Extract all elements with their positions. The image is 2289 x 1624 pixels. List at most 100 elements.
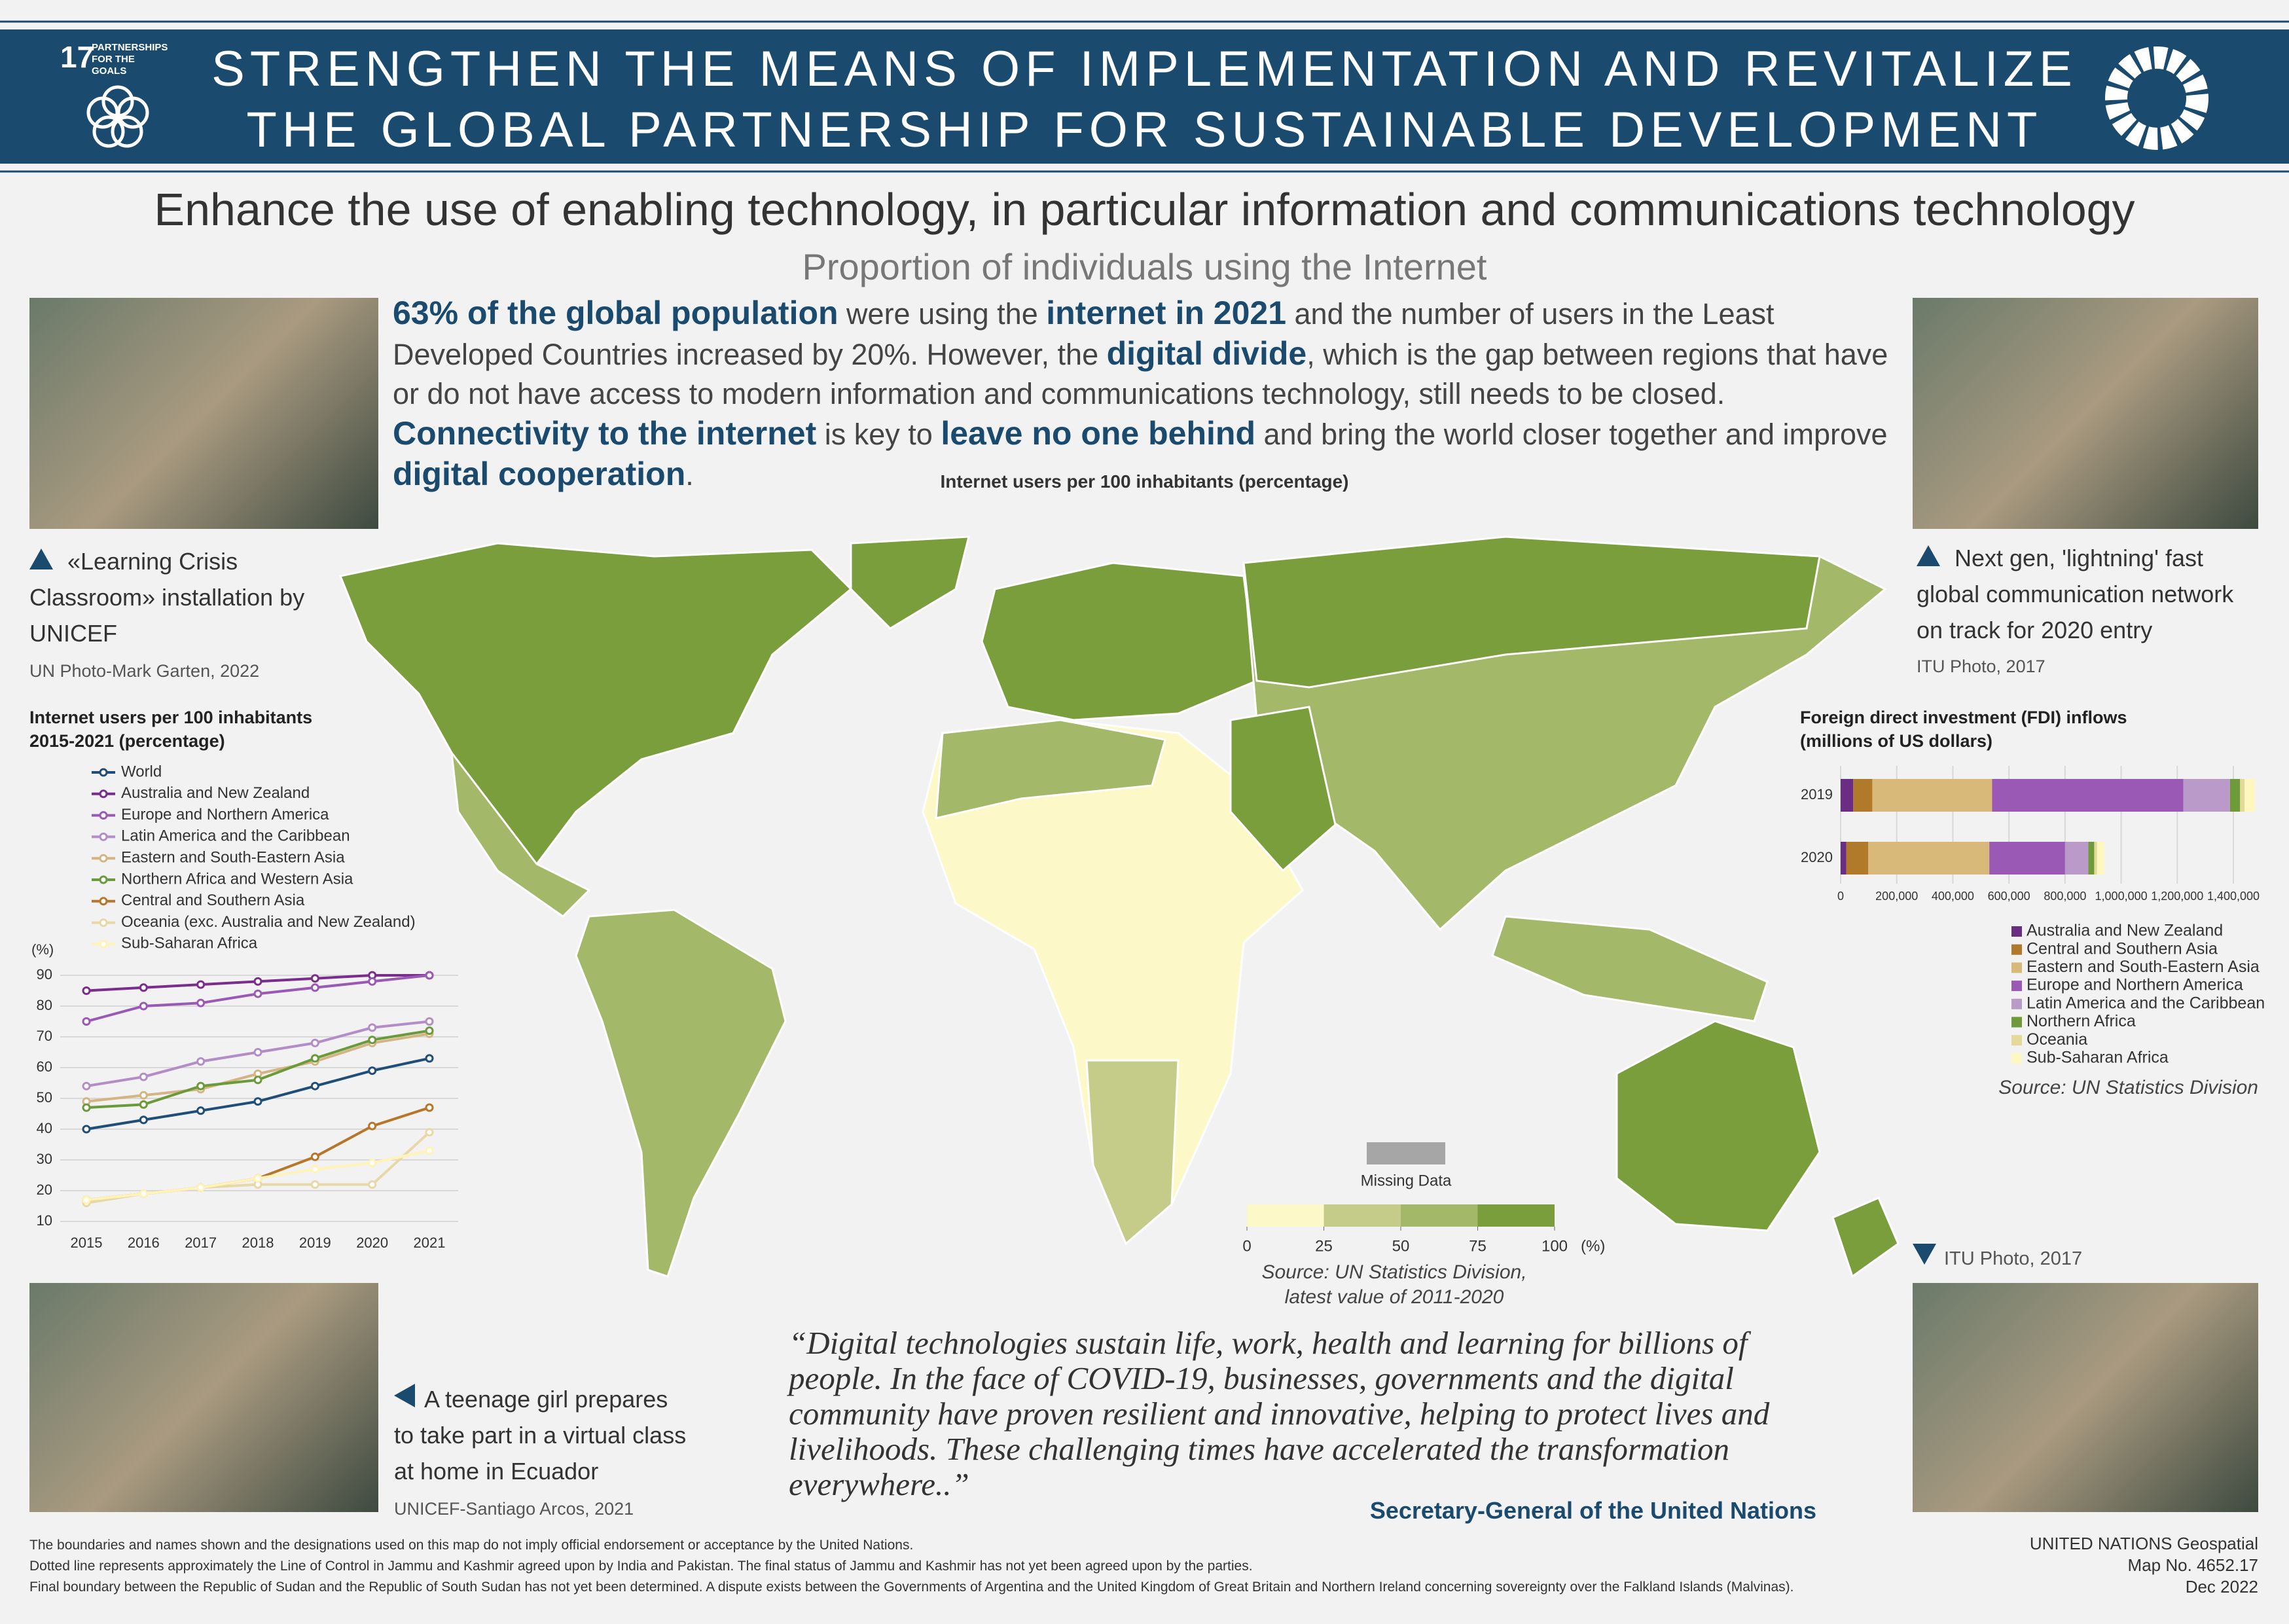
subheading: Proportion of individuals using the Inte… bbox=[802, 246, 1487, 287]
line-chart-title: Internet users per 100 inhabitants 2015-… bbox=[29, 708, 313, 751]
goal-number: 17 bbox=[60, 40, 94, 74]
series-point bbox=[310, 983, 319, 992]
series-point bbox=[253, 977, 262, 986]
legend-tick-label: 25 bbox=[1315, 1237, 1333, 1255]
y-tick-label: 80 bbox=[37, 997, 52, 1013]
legend-marker bbox=[99, 854, 108, 863]
map-source-line: latest value of 2011-2020 bbox=[1284, 1286, 1504, 1308]
legend-swatch bbox=[2011, 962, 2022, 973]
series-line bbox=[86, 1056, 430, 1130]
series-point bbox=[368, 977, 377, 986]
legend-label: Australia and New Zealand bbox=[2027, 922, 2223, 940]
x-tick-label: 200,000 bbox=[1875, 890, 1918, 903]
x-tick-label: 2018 bbox=[242, 1235, 274, 1251]
paragraph-segment: and the number of users in the Least Dev… bbox=[393, 297, 1775, 371]
quote-author: Secretary-General of the United Nations bbox=[1369, 1497, 1816, 1524]
heading: Enhance the use of enabling technology, … bbox=[154, 184, 2135, 235]
legend-tick-label: 75 bbox=[1469, 1237, 1487, 1255]
land bbox=[981, 562, 1258, 721]
x-tick-label: 2021 bbox=[414, 1235, 446, 1251]
series-point bbox=[425, 1128, 434, 1137]
series-point bbox=[196, 1106, 206, 1115]
series-line bbox=[86, 1131, 431, 1204]
map-source-line: Source: UN Statistics Division, bbox=[1261, 1261, 1527, 1283]
series-point bbox=[425, 1103, 434, 1112]
legend-label: Central and Southern Asia bbox=[121, 892, 305, 909]
legend-label: Eastern and South-Eastern Asia bbox=[121, 849, 345, 867]
y-tick-label: 90 bbox=[37, 966, 52, 983]
bar-segment bbox=[2229, 779, 2241, 812]
series-point bbox=[196, 1183, 206, 1192]
series-point bbox=[368, 1023, 377, 1032]
map-source: Source: UN Statistics Division, latest va… bbox=[1231, 1260, 1558, 1310]
legend-label: Latin America and the Caribbean bbox=[121, 827, 350, 845]
bar-segment bbox=[1868, 842, 1990, 875]
photo bbox=[1913, 298, 2258, 529]
intro-paragraph: 63% of the global population were using … bbox=[393, 293, 1892, 495]
map-title: Internet users per 100 inhabitants (perc… bbox=[940, 471, 1349, 492]
legend-label: Northern Africa bbox=[2027, 1012, 2136, 1030]
series-point bbox=[253, 1048, 262, 1056]
missing-swatch bbox=[1367, 1142, 1445, 1164]
series-point bbox=[425, 1146, 434, 1155]
legend-marker bbox=[99, 897, 108, 906]
series-point bbox=[310, 1180, 319, 1189]
bar-segment bbox=[2088, 842, 2095, 875]
paragraph-segment: . bbox=[685, 458, 694, 492]
x-tick-label: 1,400,000 bbox=[2207, 890, 2260, 903]
paragraph-segment: were using the bbox=[838, 297, 1047, 331]
legend-swatch bbox=[2011, 981, 2022, 992]
land bbox=[1615, 1020, 1821, 1232]
note: The boundaries and names shown and the d… bbox=[29, 1538, 914, 1553]
paragraph-segment: digital divide bbox=[1106, 335, 1307, 372]
series-point bbox=[310, 974, 319, 983]
legend-marker bbox=[99, 789, 108, 799]
credit-line: Dec 2022 bbox=[2185, 1577, 2258, 1597]
series-point bbox=[368, 1066, 377, 1075]
legend-tick-label: 50 bbox=[1392, 1237, 1410, 1255]
legend-marker bbox=[99, 768, 108, 777]
footer-notes: The boundaries and names shown and the d… bbox=[29, 1535, 1993, 1598]
x-tick-label: 1,000,000 bbox=[2095, 890, 2148, 903]
bar-segment bbox=[1841, 842, 1847, 875]
credit-line: UNITED NATIONS Geospatial bbox=[2029, 1534, 2258, 1553]
legend-swatch bbox=[2011, 926, 2022, 937]
footer-credit: UNITED NATIONS Geospatial Map No. 4652.17… bbox=[1931, 1533, 2258, 1598]
legend-swatch bbox=[1247, 1204, 1324, 1227]
x-tick-label: 2020 bbox=[356, 1235, 388, 1251]
series-point bbox=[425, 1026, 434, 1036]
bar-segment bbox=[2183, 779, 2230, 812]
paragraph-segment: , which is the gap between regions that … bbox=[393, 338, 1888, 410]
goal-icon bbox=[86, 85, 149, 148]
y-tick-label: 40 bbox=[37, 1120, 52, 1136]
legend-marker bbox=[99, 875, 108, 884]
bar-segment bbox=[1992, 779, 2184, 812]
series-point bbox=[310, 1038, 319, 1047]
legend-unit: (%) bbox=[1581, 1237, 1605, 1255]
legend-marker bbox=[99, 811, 108, 820]
legend-label: Europe and Northern America bbox=[2027, 976, 2243, 994]
caption-text: ITU Photo, 2017 bbox=[1944, 1248, 2083, 1269]
photo bbox=[29, 298, 378, 529]
bar-segment bbox=[2240, 779, 2245, 812]
x-tick-label: 0 bbox=[1837, 890, 1844, 903]
series-point bbox=[139, 1001, 148, 1011]
y-tick-label: 70 bbox=[37, 1028, 52, 1044]
legend-label: Sub-Saharan Africa bbox=[2027, 1049, 2169, 1067]
caption-text: A teenage girl prepares to take part in … bbox=[394, 1386, 687, 1485]
legend-marker bbox=[99, 832, 108, 841]
land bbox=[935, 719, 1166, 820]
x-tick-label: 2019 bbox=[299, 1235, 331, 1251]
land bbox=[450, 749, 591, 918]
legend-swatch bbox=[2011, 944, 2022, 955]
legend-swatch bbox=[1324, 1204, 1401, 1227]
x-tick-label: 600,000 bbox=[1988, 890, 2030, 903]
series-point bbox=[82, 986, 91, 995]
land bbox=[1491, 915, 1769, 1022]
photo-caption: «Learning Crisis Classroom» installation… bbox=[29, 543, 317, 651]
photo-credit: UNICEF-Santiago Arcos, 2021 bbox=[394, 1499, 634, 1519]
legend-label: Latin America and the Caribbean bbox=[2027, 994, 2265, 1012]
legend-label: World bbox=[121, 763, 162, 780]
legend-swatch bbox=[2011, 1053, 2022, 1064]
series-point bbox=[196, 980, 206, 989]
